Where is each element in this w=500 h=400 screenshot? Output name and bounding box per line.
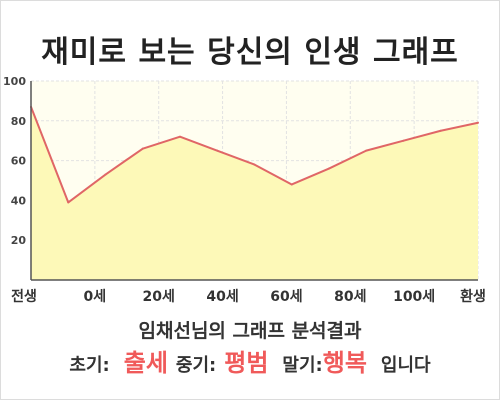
x-tick-label: 전생 bbox=[11, 288, 37, 305]
late-stage-label: 말기: bbox=[282, 355, 323, 376]
late-stage-value: 행복 bbox=[322, 349, 367, 377]
y-tick-label: 40 bbox=[11, 194, 27, 207]
data-point bbox=[365, 149, 368, 152]
early-stage-label: 초기: bbox=[69, 355, 110, 376]
mid-stage-value: 평범 bbox=[224, 349, 269, 377]
data-point bbox=[290, 183, 293, 186]
y-tick-label: 100 bbox=[3, 75, 26, 88]
data-point bbox=[67, 201, 70, 204]
data-point bbox=[328, 167, 330, 170]
x-tick-label: 80세 bbox=[334, 289, 366, 305]
data-point bbox=[104, 173, 107, 176]
mid-stage-label: 중기: bbox=[175, 355, 217, 376]
x-tick-label: 환생 bbox=[460, 288, 486, 305]
data-point bbox=[477, 121, 479, 124]
x-tick-label: 0세 bbox=[84, 289, 107, 305]
analysis-summary: 초기: 출세 중기: 평범 말기:행복 입니다 bbox=[0, 348, 500, 381]
y-tick-label: 60 bbox=[11, 155, 27, 168]
y-tick-label: 20 bbox=[11, 234, 27, 247]
x-tick-label: 40세 bbox=[206, 289, 238, 305]
data-point bbox=[253, 163, 256, 166]
data-point bbox=[439, 129, 442, 132]
x-tick-label: 100세 bbox=[393, 289, 435, 305]
y-tick-label: 80 bbox=[11, 115, 27, 128]
summary-suffix: 입니다 bbox=[380, 355, 431, 376]
data-point bbox=[402, 139, 405, 142]
chart-title: 재미로 보는 당신의 인생 그래프 bbox=[41, 35, 459, 70]
data-point bbox=[141, 147, 144, 150]
analysis-subtitle: 임채선님의 그래프 분석결과 bbox=[138, 320, 362, 342]
x-tick-label: 60세 bbox=[270, 289, 302, 305]
x-tick-label: 20세 bbox=[143, 289, 175, 305]
data-point bbox=[179, 135, 181, 138]
data-point bbox=[216, 149, 219, 152]
early-stage-value: 출세 bbox=[123, 349, 168, 377]
series-area bbox=[31, 106, 478, 281]
